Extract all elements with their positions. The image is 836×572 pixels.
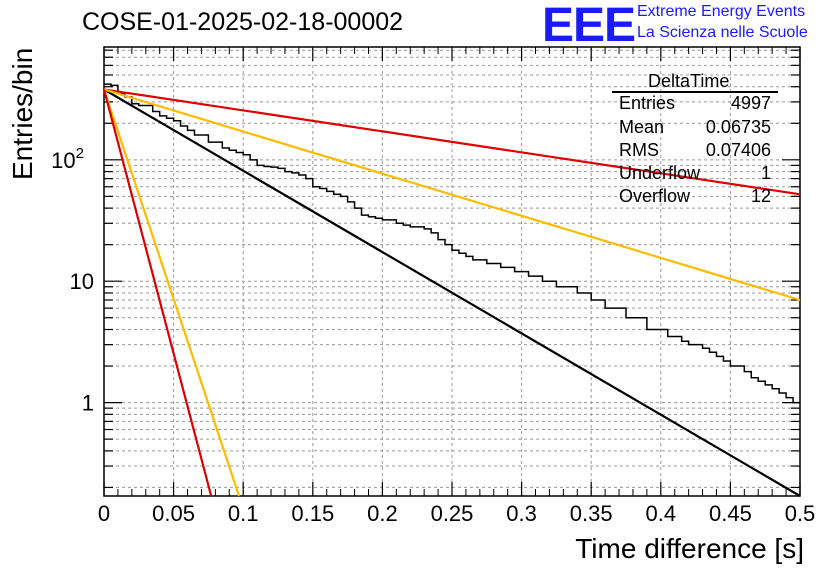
fit-lines	[102, 88, 801, 497]
y-tick-label: 102	[51, 145, 84, 173]
stats-row-overflow: Overflow 12	[619, 186, 771, 208]
stats-row-rms: RMS 0.07406	[619, 140, 771, 162]
y-tick-label: 1	[82, 391, 94, 416]
logo-line-1: Extreme Energy Events	[637, 3, 806, 20]
stats-value: 4997	[730, 93, 771, 113]
stats-value: 0.07406	[705, 140, 771, 160]
axis-ticks	[103, 47, 801, 496]
stats-row-mean: Mean 0.06735	[619, 117, 771, 139]
stats-row-entries: Entries 4997	[619, 93, 771, 115]
logo-line-2: La Scienza nelle Scuole	[637, 24, 808, 41]
stats-value: 0.06735	[705, 117, 771, 137]
fit-line	[103, 88, 801, 196]
stats-label: Mean	[619, 117, 665, 137]
fit-line	[103, 88, 801, 497]
x-tick-label: 0.5	[785, 501, 816, 526]
x-tick-label: 0.45	[709, 501, 752, 526]
eee-logo: EEE	[542, 0, 636, 52]
chart-title: COSE-01-2025-02-18-00002	[82, 8, 404, 36]
x-axis-label: Time difference [s]	[575, 533, 804, 564]
fit-line	[103, 88, 801, 302]
y-tick-exponent: 2	[76, 145, 84, 162]
x-tick-label: 0.1	[228, 501, 259, 526]
histogram-outline	[104, 83, 800, 404]
y-tick-label: 10	[70, 269, 94, 294]
stats-label: Entries	[619, 93, 676, 113]
stats-value: 12	[750, 186, 771, 206]
y-axis-label: Entries/bin	[7, 47, 38, 180]
x-tick-label: 0.25	[431, 501, 474, 526]
stats-label: Underflow	[619, 163, 701, 183]
x-tick-label: 0.15	[291, 501, 334, 526]
x-tick-label: 0.2	[367, 501, 398, 526]
fit-line	[102, 89, 213, 497]
x-tick-label: 0.4	[646, 501, 677, 526]
stats-row-underflow: Underflow 1	[619, 163, 771, 185]
stats-divider	[612, 91, 778, 93]
x-tick-label: 0.35	[570, 501, 613, 526]
histogram	[104, 83, 800, 404]
stats-label: RMS	[619, 140, 659, 160]
x-tick-label: 0.05	[152, 501, 195, 526]
stats-value: 1	[760, 163, 771, 183]
stats-title: DeltaTime	[648, 71, 730, 91]
x-tick-label: 0.3	[506, 501, 537, 526]
fit-line	[102, 89, 241, 497]
x-tick-label: 0	[98, 501, 110, 526]
stats-label: Overflow	[619, 186, 691, 206]
